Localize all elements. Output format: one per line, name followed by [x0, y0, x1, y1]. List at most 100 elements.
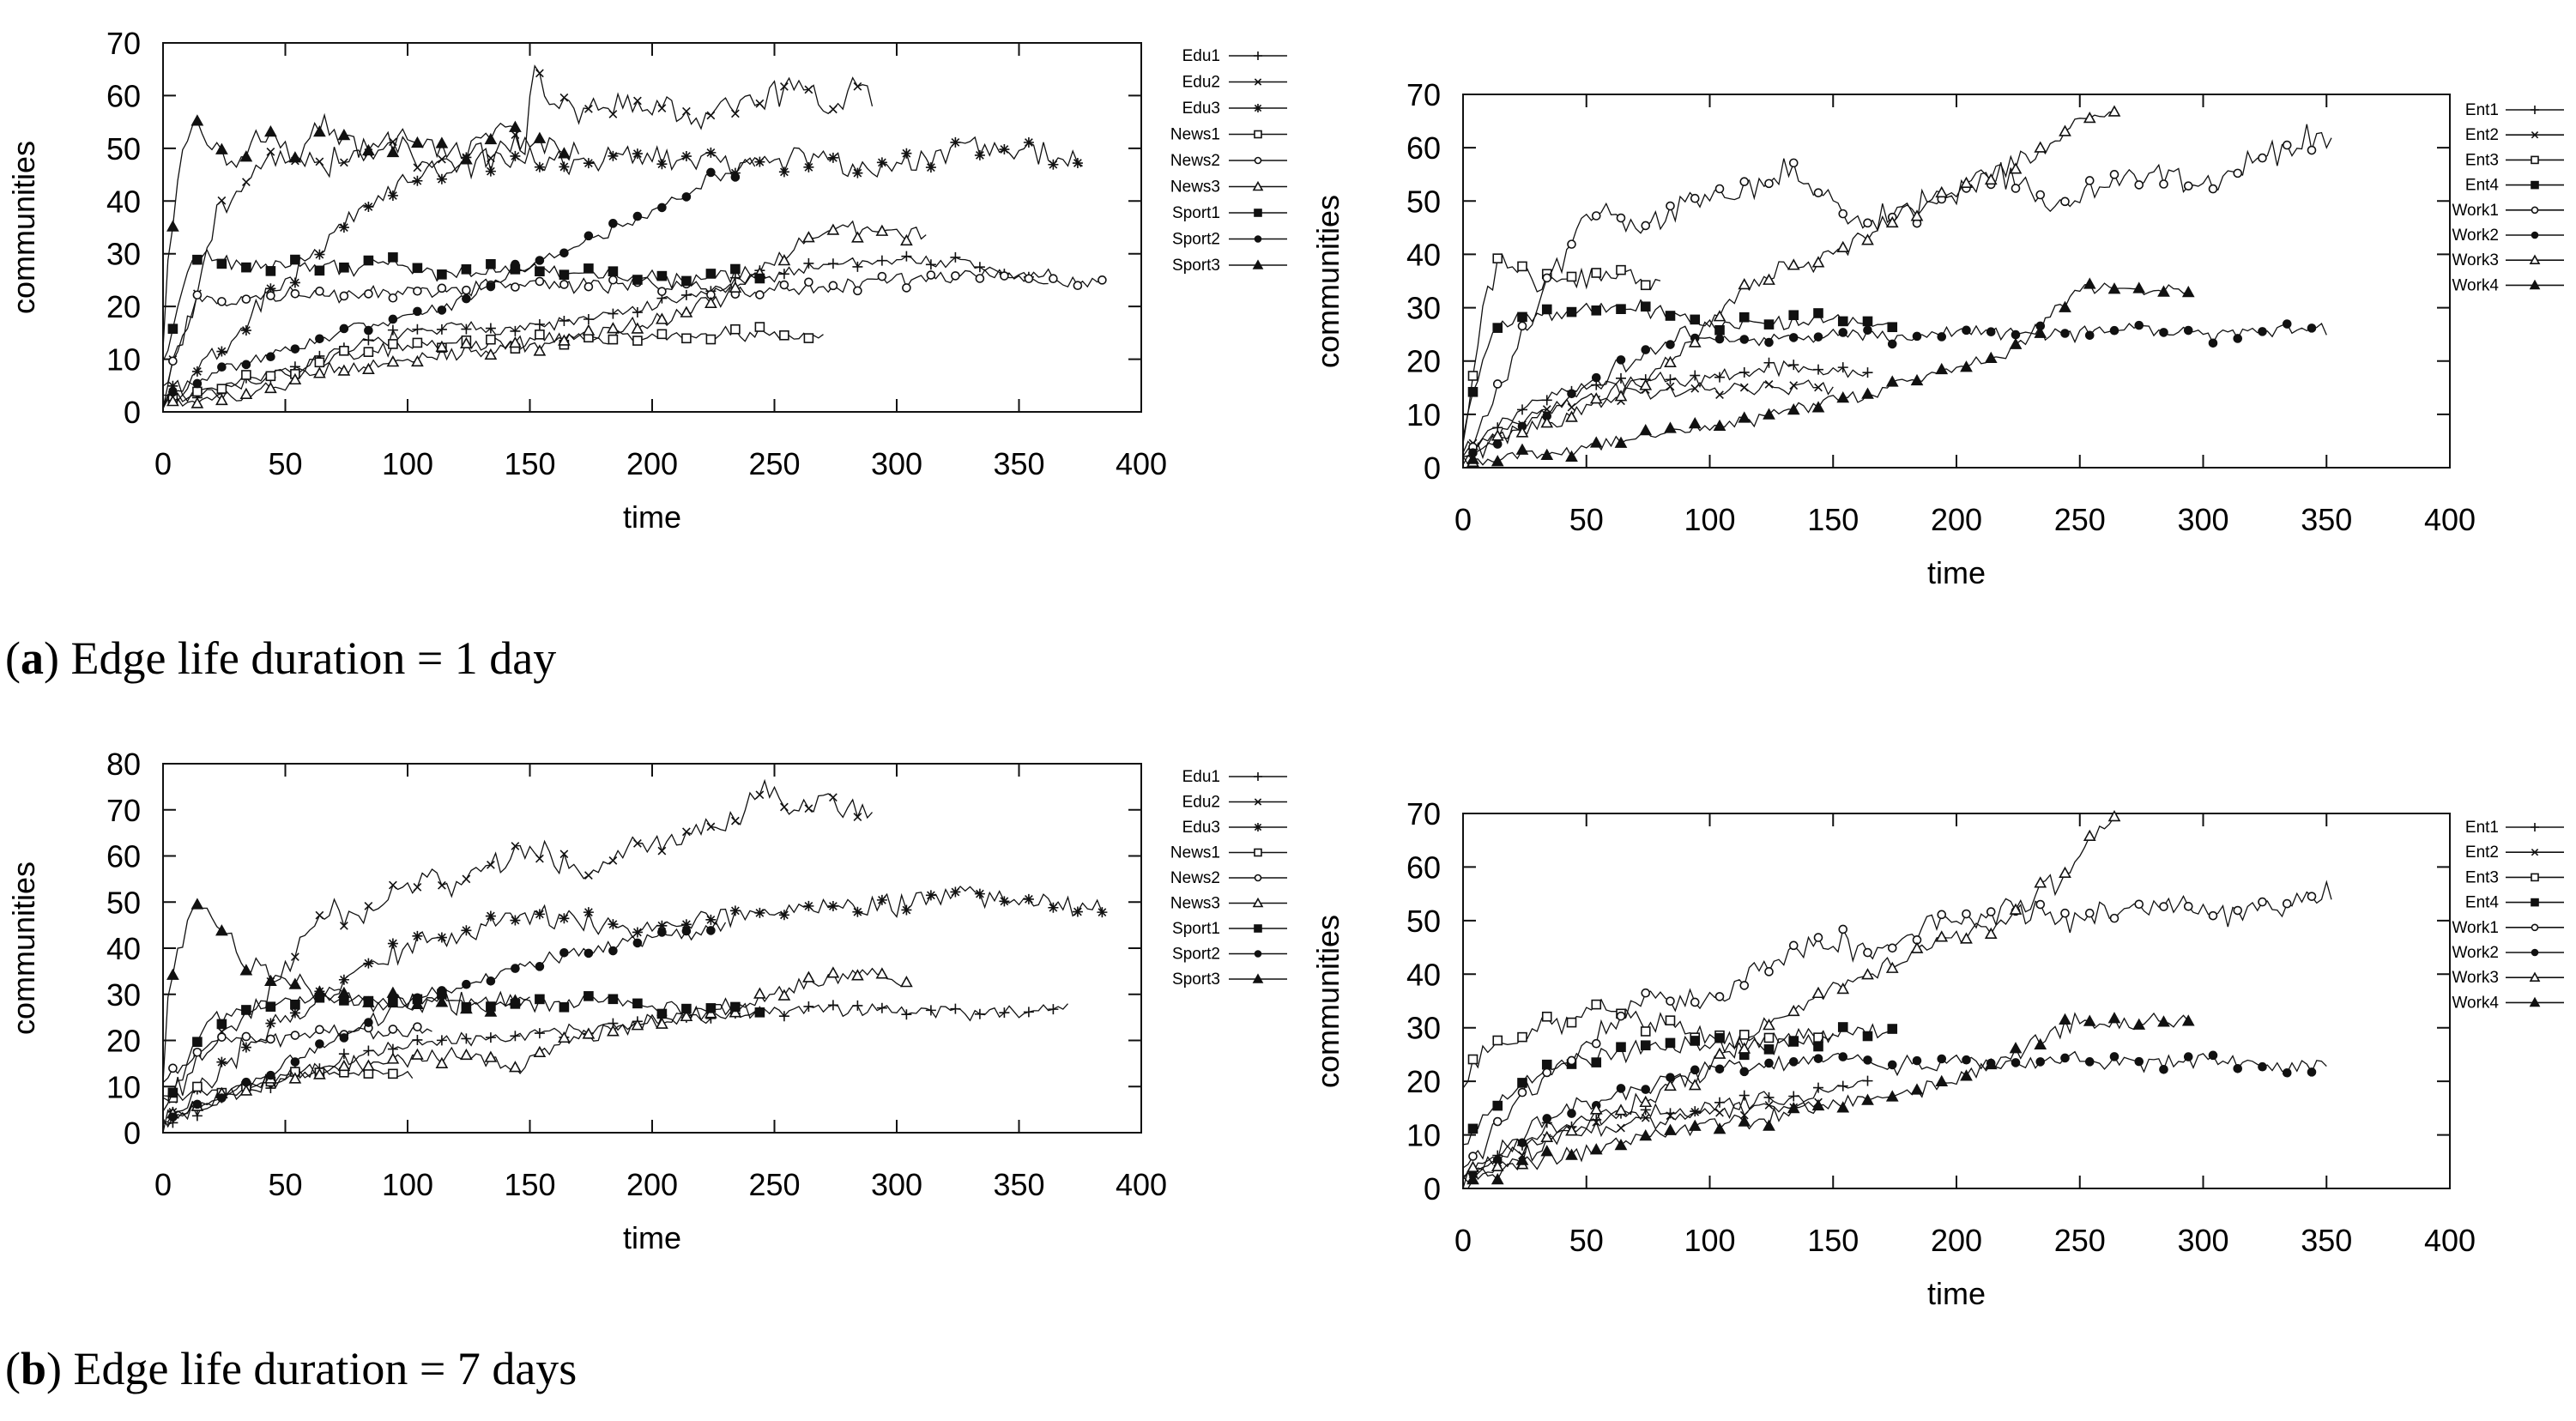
marker-asterisk	[191, 366, 203, 377]
marker-triangle-open	[1688, 336, 1702, 348]
marker-circle-filled	[1641, 345, 1651, 354]
marker-triangle-filled	[2009, 1042, 2023, 1054]
marker-circle-filled	[657, 203, 667, 213]
marker-square-filled	[705, 269, 717, 279]
marker-square-filled	[216, 1019, 227, 1030]
marker-circle-open	[290, 1031, 300, 1040]
marker-plus	[925, 259, 936, 270]
marker-square-open	[1616, 264, 1626, 275]
marker-circle-filled	[1764, 337, 1774, 348]
marker-triangle-open	[802, 971, 815, 983]
marker-asterisk	[680, 151, 692, 162]
marker-triangle-filled	[2132, 281, 2146, 293]
marker-square-open	[314, 357, 325, 368]
marker-circle-open	[1739, 981, 1750, 990]
marker-circle-open	[2307, 145, 2317, 155]
marker-square-open	[632, 336, 643, 346]
series-line-Edu2	[162, 778, 873, 1102]
legend-label-Sport1: Sport1	[1172, 204, 1220, 222]
marker-triangle-filled	[1984, 351, 1998, 364]
caption-b: (b) Edge life duration = 7 days	[5, 1342, 577, 1395]
marker-plus	[1254, 772, 1262, 781]
marker-triangle-filled	[1811, 1098, 1825, 1111]
marker-triangle-filled	[1935, 1074, 1949, 1086]
marker-square-filled	[1665, 311, 1676, 321]
marker-circle-filled	[2233, 1064, 2243, 1073]
marker-circle-filled	[2307, 1067, 2317, 1077]
x-tick-label: 250	[748, 446, 800, 481]
marker-square-filled	[1813, 1041, 1823, 1052]
marker-cross	[755, 790, 765, 800]
marker-plus	[485, 1032, 496, 1043]
legend-label-News2: News2	[1170, 869, 1220, 887]
marker-triangle-filled	[1639, 423, 1653, 436]
marker-triangle-open	[1984, 172, 1998, 185]
marker-triangle-filled	[1664, 421, 1677, 433]
marker-plus	[2531, 823, 2539, 831]
x-tick-label: 300	[2177, 502, 2228, 537]
series-markers-Sport1	[167, 252, 765, 334]
marker-circle-open	[926, 270, 936, 280]
y-axis-label: communities	[1310, 915, 1345, 1088]
marker-triangle-open	[313, 366, 326, 378]
legend-label-News3: News3	[1170, 895, 1220, 913]
marker-circle-open	[1000, 271, 1009, 281]
marker-triangle-filled	[2034, 326, 2047, 338]
marker-cross	[1592, 1117, 1601, 1127]
y-axis-label: communities	[1310, 195, 1345, 368]
marker-circle-open	[2531, 923, 2539, 932]
marker-cross	[1715, 390, 1724, 400]
marker-plus	[534, 1028, 545, 1039]
series-line-Work4	[1462, 1012, 2189, 1189]
marker-circle-filled	[1517, 1138, 1527, 1148]
marker-circle-filled	[1813, 332, 1823, 342]
y-tick-label: 40	[1406, 237, 1441, 272]
marker-square-filled	[265, 1001, 276, 1012]
x-tick-label: 200	[1931, 1223, 1982, 1258]
series-markers-Edu2	[168, 790, 862, 1104]
marker-circle-filled	[535, 962, 545, 971]
plot-border	[1462, 813, 2451, 1189]
legend-label-Work3: Work3	[2452, 969, 2499, 987]
marker-cross	[633, 839, 642, 848]
marker-circle-open	[1986, 907, 1996, 916]
marker-triangle-filled	[1713, 419, 1726, 432]
marker-asterisk	[803, 900, 814, 911]
marker-cross	[657, 104, 667, 112]
marker-circle-filled	[657, 928, 667, 937]
marker-triangle-filled	[2529, 279, 2541, 290]
marker-square-open	[1517, 261, 1527, 272]
marker-circle-open	[1591, 1038, 1601, 1049]
marker-asterisk	[1048, 902, 1059, 913]
marker-square-filled	[681, 1003, 692, 1014]
marker-circle-open	[1542, 1067, 1552, 1078]
marker-asterisk	[729, 905, 741, 916]
marker-triangle-filled	[1713, 1122, 1726, 1134]
marker-square-filled	[1788, 1036, 1799, 1046]
y-tick-label: 60	[106, 839, 141, 874]
marker-plus	[1763, 1091, 1775, 1103]
marker-asterisk	[950, 136, 961, 148]
marker-circle-filled	[2084, 1057, 2095, 1067]
marker-asterisk	[363, 958, 374, 969]
marker-square-filled	[730, 263, 741, 275]
marker-cross	[1715, 1108, 1724, 1117]
marker-circle-open	[2159, 902, 2168, 911]
legend-item-News1: News1	[1170, 126, 1287, 144]
marker-square-filled	[1862, 1031, 1873, 1042]
marker-square-filled	[2531, 180, 2539, 190]
marker-triangle-filled	[2107, 282, 2121, 294]
marker-triangle-filled	[215, 924, 228, 936]
marker-square-open	[1640, 280, 1651, 291]
marker-asterisk	[803, 161, 814, 172]
marker-cross	[364, 902, 373, 910]
marker-circle-open	[364, 289, 373, 299]
legend-item-Ent1: Ent1	[2465, 819, 2564, 837]
marker-plus	[1813, 1082, 1823, 1093]
marker-triangle-open	[1252, 180, 1264, 191]
marker-triangle-filled	[484, 132, 498, 145]
marker-square-open	[1566, 1017, 1577, 1028]
marker-triangle-open	[337, 1059, 351, 1072]
legend-label-Work3: Work3	[2452, 251, 2499, 269]
